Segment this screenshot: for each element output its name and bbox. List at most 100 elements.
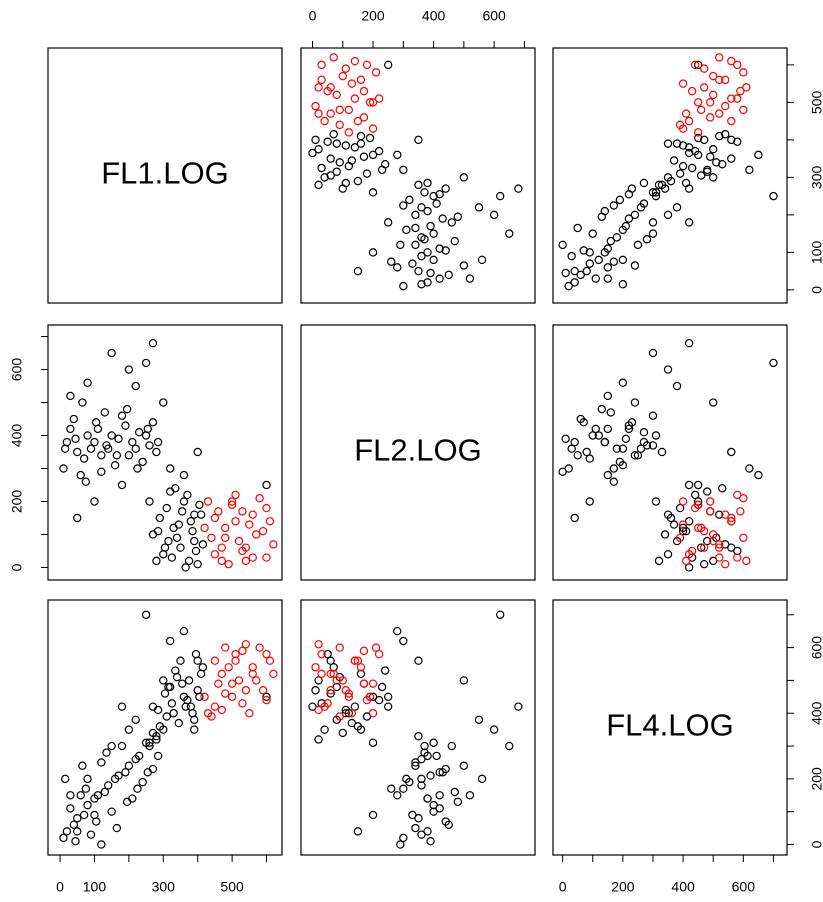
point xyxy=(210,702,220,711)
point xyxy=(326,154,335,163)
point xyxy=(317,163,326,173)
point xyxy=(102,748,111,757)
point xyxy=(754,470,763,480)
point xyxy=(368,150,378,160)
point xyxy=(739,533,748,542)
point xyxy=(477,774,487,784)
point xyxy=(450,236,459,246)
point xyxy=(727,135,736,145)
point xyxy=(696,543,706,552)
point xyxy=(179,626,189,636)
point xyxy=(429,807,438,816)
point xyxy=(353,116,363,126)
y-tick-label: 600 xyxy=(809,636,823,660)
variable-label: FL1.LOG xyxy=(101,156,229,191)
point xyxy=(341,64,351,73)
point xyxy=(603,470,613,480)
point xyxy=(618,378,628,387)
point xyxy=(609,201,619,210)
point xyxy=(387,257,396,266)
point xyxy=(190,536,199,546)
point xyxy=(558,240,567,250)
point xyxy=(438,214,447,223)
point xyxy=(374,94,384,103)
point xyxy=(709,90,718,100)
point xyxy=(672,203,682,212)
point xyxy=(727,447,736,457)
point xyxy=(690,146,700,156)
point xyxy=(350,56,360,66)
point xyxy=(678,497,688,506)
point xyxy=(678,520,688,529)
point xyxy=(148,764,158,774)
point xyxy=(314,705,323,715)
point xyxy=(423,178,432,188)
point xyxy=(663,210,673,220)
point xyxy=(669,156,679,165)
point xyxy=(693,523,703,533)
point xyxy=(153,526,163,536)
point xyxy=(326,669,335,679)
point xyxy=(669,520,679,529)
point xyxy=(231,490,240,500)
point xyxy=(609,464,619,473)
point xyxy=(368,709,378,718)
point xyxy=(624,424,634,434)
point xyxy=(353,266,363,276)
point xyxy=(585,497,594,506)
panel-frame xyxy=(552,47,788,304)
point xyxy=(231,517,240,526)
point xyxy=(221,643,230,652)
point xyxy=(143,424,152,434)
panel-frame xyxy=(552,324,788,581)
point xyxy=(618,444,628,453)
point xyxy=(570,437,579,447)
point xyxy=(86,830,96,839)
point xyxy=(131,754,140,764)
point xyxy=(675,169,685,178)
point xyxy=(387,784,396,793)
point xyxy=(648,229,658,238)
point xyxy=(429,738,438,747)
point xyxy=(405,195,414,205)
point xyxy=(314,145,323,154)
point xyxy=(214,679,223,688)
point xyxy=(231,649,240,659)
point xyxy=(630,451,640,460)
point xyxy=(736,507,745,516)
point xyxy=(699,64,709,73)
y-tick-label: 200 xyxy=(9,490,25,514)
point xyxy=(663,139,673,148)
x-tick-label: 400 xyxy=(422,8,446,24)
point xyxy=(603,274,613,283)
point xyxy=(769,191,778,201)
point xyxy=(591,424,600,434)
point xyxy=(733,490,742,500)
point xyxy=(335,158,344,167)
point xyxy=(107,807,116,816)
point xyxy=(341,141,351,150)
point xyxy=(308,148,317,158)
point xyxy=(141,610,151,619)
point xyxy=(380,666,390,675)
point xyxy=(374,695,384,705)
point xyxy=(678,141,688,150)
point xyxy=(90,497,99,506)
point xyxy=(745,165,754,175)
point xyxy=(576,270,585,280)
point xyxy=(441,817,450,826)
point xyxy=(122,404,132,414)
point xyxy=(411,761,420,770)
point xyxy=(210,513,220,523)
point xyxy=(167,699,177,708)
point xyxy=(706,507,715,516)
point xyxy=(693,480,703,490)
point xyxy=(112,451,122,460)
point xyxy=(152,735,161,744)
point xyxy=(145,441,154,450)
y-tick-label: 0 xyxy=(809,840,823,848)
point xyxy=(597,404,606,414)
point xyxy=(320,725,329,734)
point xyxy=(447,741,456,751)
